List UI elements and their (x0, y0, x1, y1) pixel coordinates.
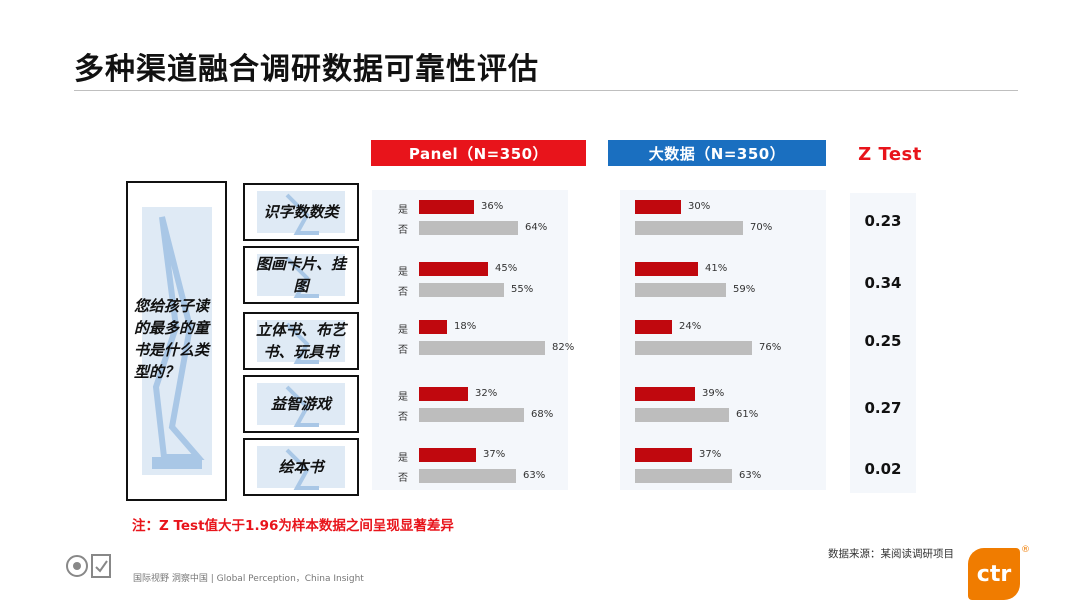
value-label-yes: 41% (705, 263, 728, 274)
ztest-header: Z Test (858, 143, 922, 165)
category-box: 图画卡片、挂图 (243, 246, 359, 304)
value-label-no: 82% (552, 342, 575, 353)
bar-yes (635, 320, 672, 334)
bar-yes (419, 448, 476, 462)
bar-yes (419, 320, 447, 334)
title-divider (74, 90, 1018, 91)
bar-yes (419, 262, 488, 276)
trophy-watermark-icon (257, 254, 345, 298)
bar-yes (419, 200, 474, 214)
data-source: 数据来源：某阅读调研项目 (828, 548, 954, 560)
footnote: 注：Z Test值大于1.96为样本数据之间呈现显著差异 (132, 518, 454, 534)
category-box: 益智游戏 (243, 375, 359, 433)
bar-no (635, 221, 743, 235)
value-label-no: 59% (733, 284, 756, 295)
row-label-no: 否 (398, 225, 408, 236)
value-label-no: 76% (759, 342, 782, 353)
value-label-no: 70% (750, 222, 773, 233)
bar-no (635, 408, 729, 422)
value-label-yes: 39% (702, 388, 725, 399)
category-box: 立体书、布艺书、玩具书 (243, 312, 359, 370)
value-label-yes: 32% (475, 388, 498, 399)
ctr-logo: ctr (968, 548, 1020, 600)
bar-no (419, 408, 524, 422)
bar-yes (635, 387, 695, 401)
value-label-no: 55% (511, 284, 534, 295)
value-label-yes: 45% (495, 263, 518, 274)
row-label-yes: 是 (398, 267, 408, 278)
trophy-watermark-icon (257, 320, 345, 364)
ztest-value: 0.23 (864, 212, 902, 230)
value-label-yes: 18% (454, 321, 477, 332)
panel-plot-area (372, 190, 568, 490)
bar-yes (419, 387, 468, 401)
ztest-value: 0.27 (864, 399, 902, 417)
value-label-no: 61% (736, 409, 759, 420)
row-label-no: 否 (398, 345, 408, 356)
panel-header: Panel（N=350） (371, 140, 586, 166)
row-label-yes: 是 (398, 453, 408, 464)
trophy-watermark-icon (257, 446, 345, 490)
question-text: 您给孩子读的最多的童书是什么类型的？ (134, 297, 210, 381)
value-label-yes: 24% (679, 321, 702, 332)
bar-no (419, 341, 545, 355)
question-box: 您给孩子读的最多的童书是什么类型的？ (126, 181, 227, 501)
ztest-area (850, 193, 916, 493)
bar-no (419, 283, 504, 297)
bar-no (635, 283, 726, 297)
row-label-yes: 是 (398, 392, 408, 403)
trophy-watermark-icon (142, 207, 212, 475)
row-label-no: 否 (398, 412, 408, 423)
bar-no (419, 221, 518, 235)
bar-yes (635, 448, 692, 462)
bigdata-header: 大数据（N=350） (608, 140, 826, 166)
registered-mark: ® (1021, 545, 1030, 555)
category-label: 图画卡片、挂图 (255, 255, 346, 295)
bar-no (419, 469, 516, 483)
bar-yes (635, 262, 698, 276)
value-label-yes: 37% (483, 449, 506, 460)
category-label: 识字数数类 (263, 203, 339, 221)
ztest-value: 0.25 (864, 332, 902, 350)
row-label-yes: 是 (398, 205, 408, 216)
trophy-watermark-icon (257, 383, 345, 427)
category-box: 绘本书 (243, 438, 359, 496)
category-label: 益智游戏 (270, 395, 331, 413)
value-label-yes: 30% (688, 201, 711, 212)
category-box: 识字数数类 (243, 183, 359, 241)
footer-slogan: 国际视野 洞察中国 | Global Perception，China Insi… (133, 574, 364, 584)
value-label-yes: 36% (481, 201, 504, 212)
trophy-watermark-icon (257, 191, 345, 235)
value-label-no: 63% (523, 470, 546, 481)
bar-no (635, 469, 732, 483)
value-label-no: 63% (739, 470, 762, 481)
row-label-no: 否 (398, 287, 408, 298)
bar-no (635, 341, 752, 355)
row-label-no: 否 (398, 473, 408, 484)
category-label: 立体书、布艺书、玩具书 (255, 321, 346, 361)
value-label-no: 64% (525, 222, 548, 233)
ztest-value: 0.02 (864, 460, 902, 478)
value-label-yes: 37% (699, 449, 722, 460)
row-label-yes: 是 (398, 325, 408, 336)
certification-logo-icon (66, 553, 114, 579)
bar-yes (635, 200, 681, 214)
value-label-no: 68% (531, 409, 554, 420)
bigdata-plot-area (620, 190, 826, 490)
category-label: 绘本书 (278, 458, 324, 476)
page-title: 多种渠道融合调研数据可靠性评估 (74, 52, 539, 87)
ztest-value: 0.34 (864, 274, 902, 292)
